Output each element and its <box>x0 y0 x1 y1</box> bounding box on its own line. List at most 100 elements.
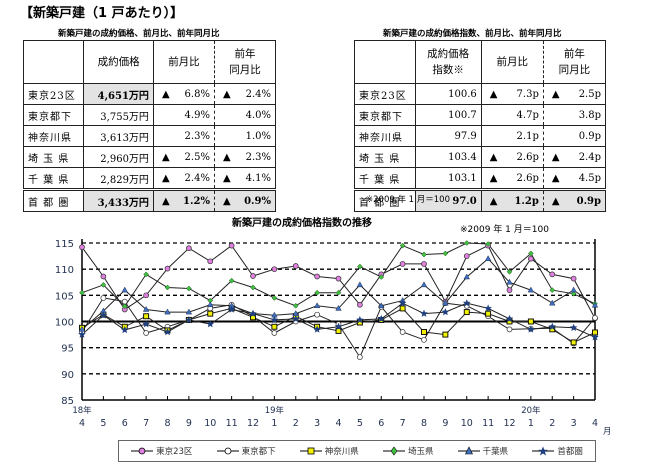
legend-label: 首都圏 <box>557 447 583 457</box>
mom-value: 1.2% <box>183 195 210 207</box>
mom-cell: ▲ 2.6p <box>480 146 544 168</box>
yoy-cell: ▲ 0.9p <box>542 188 607 212</box>
svg-text:4: 4 <box>79 418 85 429</box>
mom-cell: ▲ 6.8% <box>152 83 215 105</box>
svg-text:9: 9 <box>442 418 448 429</box>
svg-text:110: 110 <box>55 265 74 276</box>
region-cell: 神奈川県 <box>354 125 416 147</box>
yoy-value: 0.9% <box>244 195 271 207</box>
page-title: 【新築戸建（1 戸あたり）】 <box>20 6 184 21</box>
svg-text:6: 6 <box>378 418 384 429</box>
table-row-total: 首 都 圏 97.0 ▲ 1.2p ▲ 0.9p <box>354 188 607 212</box>
mom-value: 2.1p <box>516 130 539 142</box>
svg-text:2: 2 <box>293 418 299 429</box>
svg-text:3: 3 <box>314 418 320 429</box>
yoy-cell: ▲ 4.1% <box>213 167 277 190</box>
mom-value: 4.9% <box>184 109 210 121</box>
yoy-value: 4.5p <box>578 172 601 184</box>
index-table: 成約価格 指数※ 前月比 前年 同月比 東京23区 100.6 ▲ 7.3p ▲ 2.5… <box>354 40 607 212</box>
table-row: 千 葉 県 103.1 ▲ 2.6p ▲ 4.5p <box>354 167 607 190</box>
circle-marker-icon <box>131 447 154 455</box>
down-triangle-icon: ▲ <box>489 151 498 163</box>
star-marker-icon <box>532 446 555 456</box>
down-triangle-icon: ▲ <box>222 88 231 100</box>
mom-cell: ▲ 7.3p <box>480 83 544 105</box>
yoy-cell: 1.0% <box>213 125 277 147</box>
svg-text:100: 100 <box>55 318 74 329</box>
svg-text:1: 1 <box>528 418 534 429</box>
open-circle-marker-icon <box>216 447 239 455</box>
region-cell: 埼 玉 県 <box>354 146 416 168</box>
svg-text:20年: 20年 <box>521 405 541 416</box>
chart-title: 新築戸建の成約価格指数の推移 <box>232 218 372 229</box>
yoy-cell: ▲ 0.9% <box>213 188 277 212</box>
table-row: 東京23区 4,651万円 ▲ 6.8% ▲ 2.4% <box>22 83 277 105</box>
legend-item-tokyo23: 東京23区 <box>131 445 192 457</box>
down-triangle-icon: ▲ <box>489 88 498 100</box>
svg-text:115: 115 <box>55 239 74 250</box>
header-yoy-line2: 同月比 <box>558 64 591 76</box>
region-cell: 東京23区 <box>22 83 85 105</box>
legend-label: 東京23区 <box>156 447 193 457</box>
svg-text:8: 8 <box>421 418 427 429</box>
yoy-value: 0.9p <box>576 195 601 207</box>
price-cell: 2,960万円 <box>83 146 154 168</box>
yoy-cell: 0.9p <box>542 125 607 147</box>
mom-cell: 4.7p <box>480 104 544 126</box>
triangle-marker-icon <box>457 446 480 455</box>
table-row: 神奈川県 97.9 2.1p 0.9p <box>354 125 607 147</box>
down-triangle-icon: ▲ <box>161 195 170 207</box>
legend-label: 千葉県 <box>482 447 509 457</box>
index-cell: 100.6 <box>414 83 482 105</box>
header-yoy-line1: 前年 <box>563 48 585 60</box>
legend-label: 神奈川県 <box>324 447 359 457</box>
square-marker-icon <box>299 447 322 455</box>
svg-text:2: 2 <box>549 418 555 429</box>
svg-text:18年: 18年 <box>72 405 92 416</box>
chart-note: ※2009 年 1 月＝100 <box>460 225 549 235</box>
mom-value: 2.3% <box>184 130 210 142</box>
region-cell: 神奈川県 <box>22 125 85 147</box>
svg-text:12: 12 <box>503 418 515 429</box>
chart-gridlines <box>82 242 595 375</box>
svg-text:10: 10 <box>461 418 473 429</box>
yoy-value: 0.9p <box>578 130 601 142</box>
yoy-value: 2.4p <box>578 151 601 163</box>
mom-cell: ▲ 2.5% <box>152 146 215 168</box>
mom-value: 2.6p <box>516 172 539 184</box>
header-index-line1: 成約価格 <box>427 48 470 60</box>
legend-item-shutoken: 首都圏 <box>532 445 583 457</box>
price-cell: 3,755万円 <box>83 104 154 126</box>
table-header-row: 成約価格 前月比 前年 同月比 <box>22 40 277 84</box>
price-table: 成約価格 前月比 前年 同月比 東京23区 4,651万円 ▲ 6.8% ▲ 2.4%… <box>22 40 277 212</box>
svg-text:11: 11 <box>482 418 494 429</box>
header-index: 成約価格 指数※ <box>414 40 482 84</box>
down-triangle-icon: ▲ <box>489 172 498 184</box>
table-row: 東京23区 100.6 ▲ 7.3p ▲ 2.5p <box>354 83 607 105</box>
table-row: 東京都下 100.7 4.7p 3.8p <box>354 104 607 126</box>
down-triangle-icon: ▲ <box>551 151 560 163</box>
svg-text:7: 7 <box>400 418 406 429</box>
yoy-cell: ▲ 2.3% <box>213 146 277 168</box>
down-triangle-icon: ▲ <box>222 172 231 184</box>
index-cell: 100.7 <box>414 104 482 126</box>
index-note: ※2009 年 1 月＝100 <box>366 195 450 205</box>
header-region <box>22 40 85 84</box>
region-cell: 埼 玉 県 <box>22 146 85 168</box>
region-cell: 首 都 圏 <box>22 188 85 212</box>
table-header-row: 成約価格 指数※ 前月比 前年 同月比 <box>354 40 607 84</box>
svg-text:5: 5 <box>357 418 363 429</box>
mom-value: 7.3p <box>516 88 539 100</box>
svg-text:90: 90 <box>61 370 74 381</box>
down-triangle-icon: ▲ <box>222 195 231 207</box>
table-row: 千 葉 県 2,829万円 ▲ 2.4% ▲ 4.1% <box>22 167 277 190</box>
chart-series <box>78 240 599 360</box>
svg-text:9: 9 <box>186 418 192 429</box>
header-yoy-line1: 前年 <box>234 48 256 60</box>
mom-cell: ▲ 1.2% <box>152 188 215 212</box>
header-price: 成約価格 <box>83 40 154 84</box>
header-yoy: 前年 同月比 <box>542 40 607 84</box>
region-cell: 東京23区 <box>354 83 416 105</box>
svg-text:4: 4 <box>592 418 598 429</box>
